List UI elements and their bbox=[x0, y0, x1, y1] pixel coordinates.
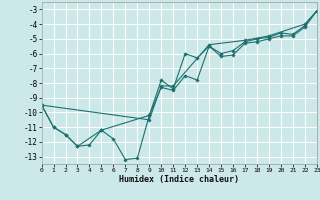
X-axis label: Humidex (Indice chaleur): Humidex (Indice chaleur) bbox=[119, 175, 239, 184]
